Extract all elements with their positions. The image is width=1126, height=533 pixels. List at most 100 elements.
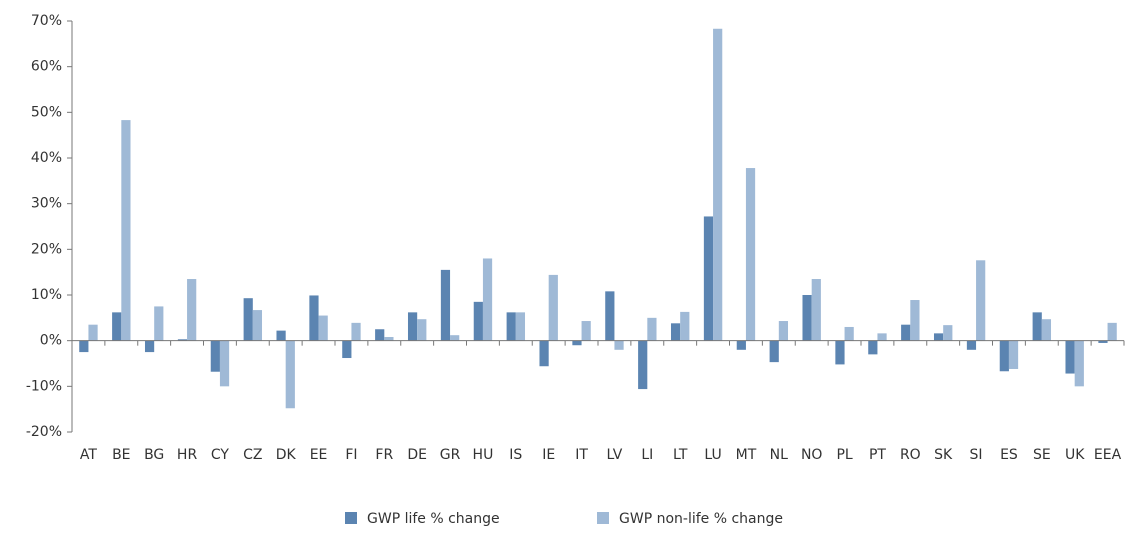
legend-swatch [597,512,609,524]
x-tick-label: HU [473,447,494,463]
bar [252,310,263,341]
bar [285,340,295,409]
bar [778,321,789,341]
y-tick-label: 0% [40,333,62,349]
bar [713,28,723,341]
bar [407,312,418,341]
x-tick-label: IE [542,447,555,463]
bar [384,337,394,341]
y-tick-label: -20% [26,424,62,440]
bar [976,260,986,341]
x-tick-label: AT [80,447,97,463]
bar [187,279,197,341]
x-tick-label: HR [177,447,198,463]
x-tick-label: FR [375,447,393,463]
x-tick-label: BE [112,447,130,463]
bar [450,335,460,341]
bar [638,340,648,390]
bar [647,317,657,341]
bar [121,120,131,341]
x-tick-label: SE [1033,447,1051,463]
bar [844,326,854,341]
x-tick-label: ES [1000,447,1018,463]
x-tick-label: LV [607,447,623,463]
bar [835,340,845,365]
bar [581,321,591,341]
bar [112,312,122,341]
x-tick-label: NL [770,447,788,463]
x-tick-label: PT [869,447,886,463]
bar [1098,340,1108,343]
bar [473,301,483,341]
x-tick-label: LI [641,447,653,463]
bar [351,322,361,341]
x-tick-label: UK [1065,447,1085,463]
y-tick-label: 30% [31,196,62,212]
bar [933,333,944,341]
x-tick-label: LU [704,447,721,463]
y-tick-label: 40% [31,150,62,166]
bar [614,340,624,350]
bar [515,312,526,341]
x-tick-label: LT [673,447,688,463]
x-tick-label: SK [934,447,953,463]
bar [1041,319,1052,341]
bar [154,306,164,341]
bar [276,330,286,341]
y-tick-label: 10% [31,287,62,303]
bar [901,324,911,341]
bar [417,319,427,341]
bar [572,340,582,346]
x-tick-label: DK [276,447,297,463]
y-tick-label: 50% [31,104,62,120]
bar [943,325,953,341]
x-tick-label: GR [440,447,461,463]
bar [539,340,549,367]
y-tick-label: 70% [31,13,62,29]
bar [680,311,690,341]
bar [144,340,155,353]
y-tick-label: 60% [31,59,62,75]
bar [1032,312,1042,341]
bar [1008,340,1019,369]
bar [219,340,230,387]
bar [309,295,319,341]
x-tick-label: EE [310,447,328,463]
bar [868,340,878,355]
bar [1107,322,1117,341]
bar [375,329,385,341]
x-tick-label: CY [211,447,230,463]
x-tick-label: IT [575,447,588,463]
bar [670,323,681,341]
x-tick-label: DE [407,447,427,463]
bar [482,258,493,341]
bar [802,295,812,341]
x-tick-label: EEA [1094,447,1122,463]
bar [877,333,887,341]
x-tick-label: PL [836,447,852,463]
x-tick-label: MT [736,447,757,463]
x-tick-label: CZ [243,447,262,463]
y-tick-label: -10% [26,378,62,394]
bar [177,339,188,341]
bar [605,291,615,341]
bar [548,274,558,341]
bar [703,216,714,341]
bar [769,340,779,363]
bar [999,340,1009,372]
x-tick-label: NO [801,447,823,463]
bar [745,168,756,341]
x-tick-label: FI [345,447,357,463]
bar [1074,340,1084,387]
x-tick-label: IS [509,447,522,463]
legend-label: GWP life % change [367,511,500,527]
bar [440,269,451,341]
bar [210,340,220,372]
bar [79,340,89,353]
x-tick-label: BG [144,447,164,463]
bar [342,340,352,359]
x-tick-label: RO [900,447,921,463]
bar [506,312,516,341]
legend-swatch [345,512,357,524]
